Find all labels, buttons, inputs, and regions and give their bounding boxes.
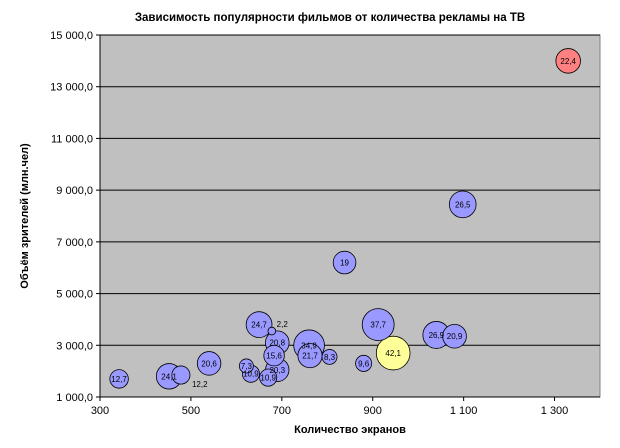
bubble xyxy=(263,344,285,367)
bubble-label: 20,8 xyxy=(269,339,285,348)
gridlines xyxy=(100,34,600,346)
y-tick-label: 7 000,0 xyxy=(56,237,93,249)
bubble xyxy=(361,308,395,341)
bubble-label: 19 xyxy=(340,259,349,268)
bubble-label: 15,6 xyxy=(266,352,282,361)
y-tick-label: 9 000,0 xyxy=(56,185,93,197)
x-tick-label: 900 xyxy=(364,405,382,417)
x-tick-label: 1 300 xyxy=(541,405,569,417)
bubble xyxy=(555,48,581,74)
y-tick-label: 13 000,0 xyxy=(50,82,93,94)
bubble-label: 20,6 xyxy=(201,359,217,368)
x-tick-label: 1 100 xyxy=(450,405,478,417)
bubble xyxy=(267,326,277,336)
bubble-label: 2,2 xyxy=(277,320,289,329)
bubble-label: 10,9 xyxy=(260,374,276,383)
bubble-label: 42,1 xyxy=(385,349,401,358)
bubble xyxy=(355,354,373,372)
x-tick-label: 300 xyxy=(91,405,109,417)
bubble-label: 12,2 xyxy=(192,380,208,389)
bubble-label: 9,6 xyxy=(358,359,370,368)
bubbles: 42,1 37,7 34,9 26,9 26,5 24,7 24,1 22,4 21,7 20,9… xyxy=(109,48,581,390)
bubble-label: 10,9 xyxy=(243,370,259,379)
bubble-label: 8,3 xyxy=(324,353,336,362)
bubble xyxy=(375,335,411,371)
bubble-label: 24,7 xyxy=(251,321,267,330)
bubble xyxy=(442,323,467,349)
bubble-label: 7,3 xyxy=(241,362,253,371)
x-axis-label: Количество экранов xyxy=(294,424,406,436)
bubble xyxy=(171,365,191,385)
bubble xyxy=(259,368,278,387)
bubble xyxy=(448,190,477,219)
bubble-label: 24,1 xyxy=(161,372,177,381)
bubble-label: 26,9 xyxy=(429,331,445,340)
y-tick-label: 3 000,0 xyxy=(56,340,93,352)
y-tick-label: 5 000,0 xyxy=(56,289,93,301)
bubble xyxy=(321,349,338,365)
bubble xyxy=(109,369,129,389)
bubble-label: 37,7 xyxy=(370,321,386,330)
bubble-label: 22,4 xyxy=(560,57,576,66)
chart-title: Зависимость популярности фильмов от коли… xyxy=(135,12,525,24)
bubble-label: 34,9 xyxy=(301,341,317,350)
x-tick-label: 500 xyxy=(182,405,200,417)
bubble xyxy=(196,351,222,376)
bubble xyxy=(238,358,254,374)
bubble-label: 26,5 xyxy=(455,200,471,209)
plot-area xyxy=(99,34,601,398)
y-axis-label: Объём зрителей (млн.чел) xyxy=(19,143,31,289)
bubble xyxy=(245,311,273,338)
bubble-label: 20,3 xyxy=(269,366,285,375)
x-axis-ticks: 300 500 700 900 1 100 1 300 xyxy=(91,396,600,417)
y-tick-label: 15 000,0 xyxy=(50,30,93,42)
bubble-label: 20,9 xyxy=(447,332,463,341)
bubble-label: 12,7 xyxy=(111,375,127,384)
bubble-label: 21,7 xyxy=(302,352,318,361)
y-axis-ticks: 1 000,0 3 000,0 5 000,0 7 000,0 9 000,0 11 00… xyxy=(50,30,101,404)
bubble xyxy=(332,250,357,275)
y-tick-label: 1 000,0 xyxy=(56,392,93,404)
x-tick-label: 700 xyxy=(273,405,291,417)
y-tick-label: 11 000,0 xyxy=(51,133,93,145)
